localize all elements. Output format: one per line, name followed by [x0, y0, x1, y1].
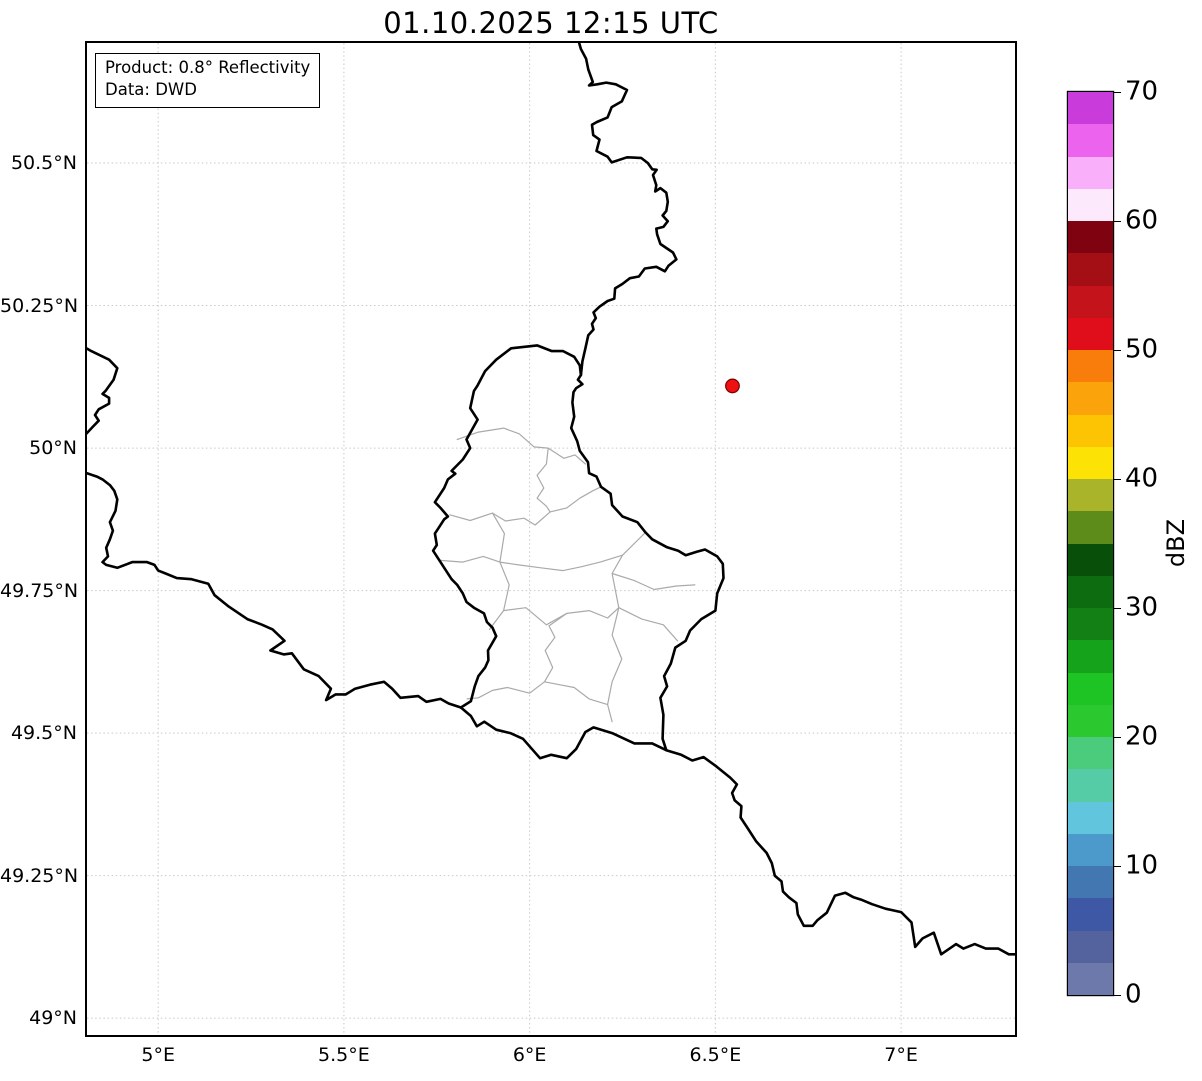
canton-border	[456, 427, 586, 465]
colorbar-segment	[1068, 833, 1113, 866]
canton-border	[611, 554, 624, 609]
colorbar	[1068, 91, 1113, 995]
colorbar-segment	[1068, 575, 1113, 608]
canton-border	[607, 607, 623, 706]
colorbar-tick-mark	[1114, 92, 1121, 93]
y-tick-label: 49°N	[29, 1007, 77, 1030]
colorbar-segment	[1068, 446, 1113, 479]
colorbar-segment	[1068, 220, 1113, 254]
canton-border	[466, 681, 613, 723]
product-annotation-line2: Data: DWD	[105, 80, 197, 100]
colorbar-tick-mark	[1114, 995, 1121, 996]
colorbar-segment	[1068, 381, 1113, 415]
colorbar-segment	[1068, 736, 1113, 770]
national-border-belgium_france	[87, 471, 463, 709]
colorbar-tick-label: 10	[1125, 850, 1159, 881]
y-tick-label: 49.25°N	[0, 864, 79, 887]
colorbar-tick-label: 70	[1125, 76, 1159, 107]
national-border-germany_france	[665, 748, 1015, 956]
colorbar-tick-mark	[1114, 737, 1121, 738]
canton-border	[549, 486, 602, 513]
canton-border	[543, 612, 568, 683]
x-tick-label: 5.5°E	[318, 1044, 370, 1066]
colorbar-tick-label: 20	[1125, 721, 1159, 752]
colorbar-tick-label: 0	[1125, 979, 1142, 1010]
colorbar-segment	[1068, 285, 1113, 318]
x-tick-label: 6.5°E	[689, 1044, 742, 1066]
colorbar-tick-mark	[1114, 608, 1121, 609]
canton-border	[503, 607, 620, 626]
colorbar-segment	[1068, 414, 1113, 447]
colorbar-segment	[1068, 704, 1113, 737]
national-border-givet_salient	[87, 347, 119, 435]
colorbar-segment	[1068, 639, 1113, 673]
colorbar-segment	[1068, 349, 1113, 383]
colorbar-segment	[1068, 897, 1113, 931]
x-tick-label: 7°E	[884, 1044, 918, 1066]
colorbar-segment	[1068, 930, 1113, 963]
colorbar-segment	[1068, 607, 1113, 641]
colorbar-segment	[1068, 91, 1113, 125]
colorbar-segment	[1068, 156, 1113, 189]
x-tick-label: 5°E	[141, 1044, 175, 1066]
colorbar-tick-mark	[1114, 479, 1121, 480]
canton-border	[536, 447, 551, 513]
canton-border	[449, 511, 551, 526]
map-plot-area: Product: 0.8° Reflectivity Data: DWD	[85, 41, 1017, 1037]
canton-border	[491, 512, 505, 563]
national-border-belgium_germany	[577, 43, 678, 377]
colorbar-segment	[1068, 543, 1113, 576]
y-tick-label: 49.5°N	[10, 722, 77, 745]
colorbar-tick-label: 50	[1125, 334, 1159, 365]
colorbar-segment	[1068, 801, 1113, 834]
map-canvas	[87, 43, 1015, 1035]
colorbar-segment	[1068, 317, 1113, 350]
colorbar-tick-mark	[1114, 221, 1121, 222]
colorbar-segment	[1068, 768, 1113, 802]
colorbar-segment	[1068, 188, 1113, 221]
canton-border	[439, 531, 647, 572]
colorbar-segment	[1068, 962, 1113, 995]
x-tick-label: 6°E	[512, 1044, 547, 1066]
colorbar-segment	[1068, 123, 1113, 157]
colorbar-unit-label: dBZ	[1162, 518, 1190, 568]
canton-border	[618, 607, 679, 642]
y-tick-label: 50°N	[29, 437, 77, 460]
canton-border	[611, 572, 696, 591]
canton-border	[488, 561, 510, 630]
colorbar-tick-mark	[1114, 350, 1121, 351]
y-tick-label: 49.75°N	[0, 579, 79, 602]
colorbar-tick-mark	[1114, 866, 1121, 867]
colorbar-tick-label: 60	[1125, 205, 1159, 236]
colorbar-segment	[1068, 478, 1113, 512]
radar-site-marker	[725, 378, 740, 394]
colorbar-segment	[1068, 672, 1113, 705]
colorbar-segment	[1068, 865, 1113, 899]
y-tick-label: 50.5°N	[10, 152, 77, 174]
colorbar-segment	[1068, 252, 1113, 286]
colorbar-tick-label: 40	[1125, 463, 1159, 494]
colorbar-tick-label: 30	[1125, 592, 1159, 623]
y-tick-label: 50.25°N	[0, 294, 79, 317]
product-annotation-box: Product: 0.8° Reflectivity Data: DWD	[95, 53, 321, 108]
product-annotation-line1: Product: 0.8° Reflectivity	[105, 58, 311, 77]
national-border-luxembourg	[431, 344, 725, 760]
figure-title: 01.10.2025 12:15 UTC	[383, 6, 719, 40]
colorbar-segment	[1068, 510, 1113, 544]
